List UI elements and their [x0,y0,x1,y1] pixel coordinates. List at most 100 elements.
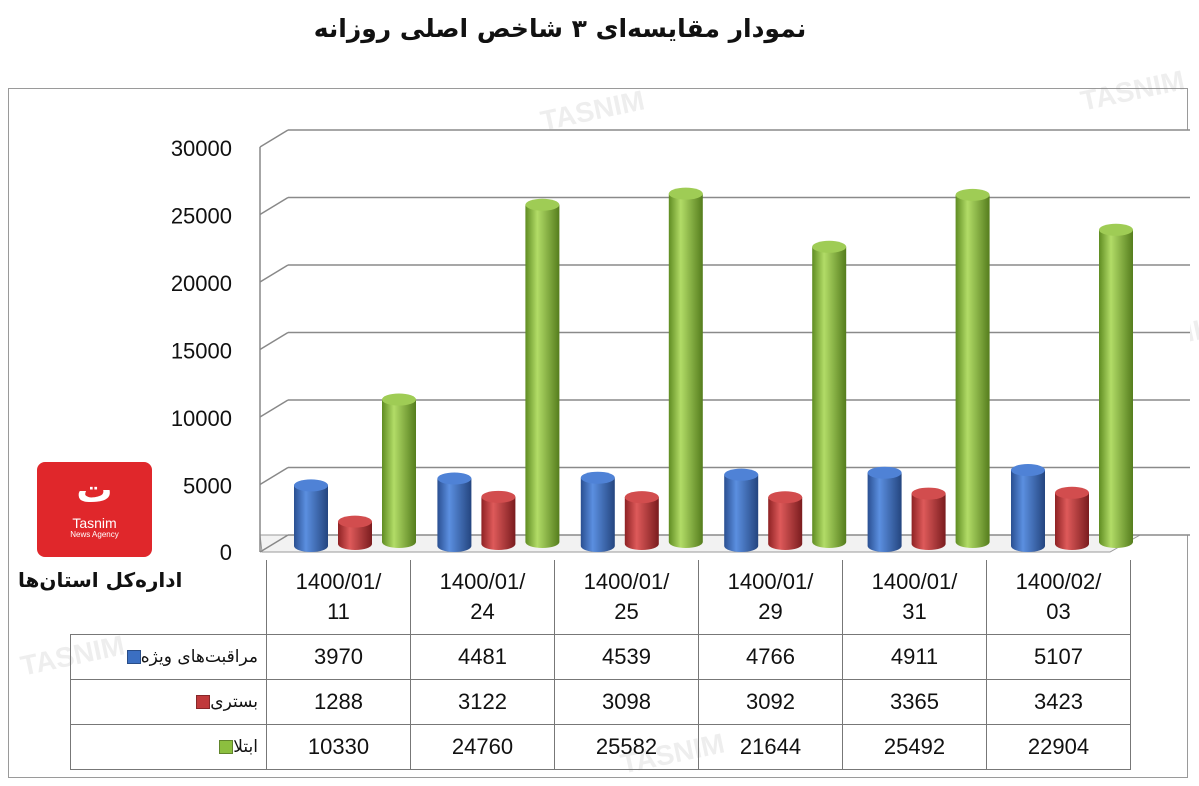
data-label: 3423 [986,679,1131,725]
bar-body [525,204,560,549]
bar-infected [1099,223,1133,548]
bar-body [724,474,759,552]
category-label: 1400/02/03 [986,560,1131,635]
bar-cap [338,515,372,528]
data-label: 3365 [842,679,987,725]
bar-body [580,477,615,552]
legend-swatch [196,695,211,709]
bar-cap [624,491,659,504]
bar-cap [911,487,946,500]
data-label: 3092 [698,679,843,725]
y-tick-label: 15000 [171,339,232,364]
bar-icu [1011,464,1045,552]
legend-swatch [219,740,234,754]
bar-cap [812,240,847,253]
data-label: 24760 [410,724,555,770]
legend-entry: مراقبت‌های ویژه [70,634,267,680]
bar-body [294,485,328,552]
gridline-side [259,196,289,216]
bar-body [867,472,902,552]
bar-body [338,521,372,550]
bar-cap [525,198,560,211]
table-row: بستری 1288 3122 3098 3092 3365 3423 [70,679,1131,725]
y-tick-label: 30000 [171,136,232,161]
data-label: 3122 [410,679,555,725]
gridline-side [259,466,289,486]
category-label: 1400/01/11 [266,560,411,635]
bar-cap [768,491,803,504]
bar-infected [382,393,416,548]
bar-cap [955,188,990,201]
bar-hospitalized [911,487,946,550]
bar-body [624,497,659,550]
bar-icu [580,471,615,552]
bar-hospitalized [1055,486,1089,550]
y-tick-label: 10000 [171,406,232,431]
y-tick-label: 5000 [183,474,232,499]
data-label: 4766 [698,634,843,680]
bar-cap [867,466,902,479]
bar-cap [668,187,703,200]
category-label: 1400/01/24 [410,560,555,635]
tasnim-logo: ت Tasnim News Agency [37,462,152,557]
data-label: 22904 [986,724,1131,770]
data-label: 21644 [698,724,843,770]
y-tick-label: 25000 [171,204,232,229]
data-label: 10330 [266,724,411,770]
gridline-side [259,129,289,148]
table-row: ابتلا 10330 24760 25582 21644 25492 2290… [70,724,1131,770]
bar-hospitalized [338,515,372,550]
legend-swatch [126,650,141,664]
y-tick-label: 20000 [171,271,232,296]
data-label: 4539 [554,634,699,680]
bar-infected [668,187,703,548]
bar-body [437,478,472,552]
gridline-side [259,264,289,283]
row-header: اداره‌کل استان‌ها [18,568,183,592]
bar-cap [294,479,328,492]
bar-hospitalized [768,491,803,550]
bar-icu [294,479,328,552]
bar-body [1055,492,1089,550]
gridline-side [259,331,289,351]
bar-body [382,399,416,548]
chart-title: نمودار مقایسه‌ای ۳ شاخص اصلی روزانه [313,14,807,43]
data-table: 1400/01/11 1400/01/24 1400/01/25 1400/01… [70,560,1131,770]
logo-sub: News Agency [70,530,119,539]
table-row: مراقبت‌های ویژه 3970 4481 4539 4766 4911… [70,634,1131,680]
bar-infected [812,240,847,548]
bar-cap [1055,486,1089,499]
bar-body [768,497,803,550]
bar-cap [724,468,759,481]
bar-cap [1099,223,1133,236]
logo-brand: Tasnim [72,515,117,531]
category-label: 1400/01/25 [554,560,699,635]
bar-cap [382,393,416,406]
bar-hospitalized [624,491,659,550]
bar-cap [437,472,472,485]
gridline-side [259,399,289,418]
legend-entry: بستری [70,679,267,725]
bar-body [1011,470,1045,552]
legend-entry: ابتلا [70,724,267,770]
bar-infected [525,198,560,549]
bar-cap [481,490,516,503]
bar-icu [724,468,759,552]
data-label: 4911 [842,634,987,680]
bar-body [1099,229,1133,548]
category-label: 1400/01/29 [698,560,843,635]
data-label: 5107 [986,634,1131,680]
data-label: 1288 [266,679,411,725]
category-label: 1400/01/31 [842,560,987,635]
gridline-side [259,534,289,553]
logo-mark-icon: ت [76,470,113,511]
bar-cap [580,471,615,484]
y-tick-label: 0 [220,540,232,565]
bar-body [812,246,847,548]
bar-icu [437,472,472,552]
bar-hospitalized [481,490,516,550]
data-label: 4481 [410,634,555,680]
bar-infected [955,188,990,548]
data-label: 3098 [554,679,699,725]
